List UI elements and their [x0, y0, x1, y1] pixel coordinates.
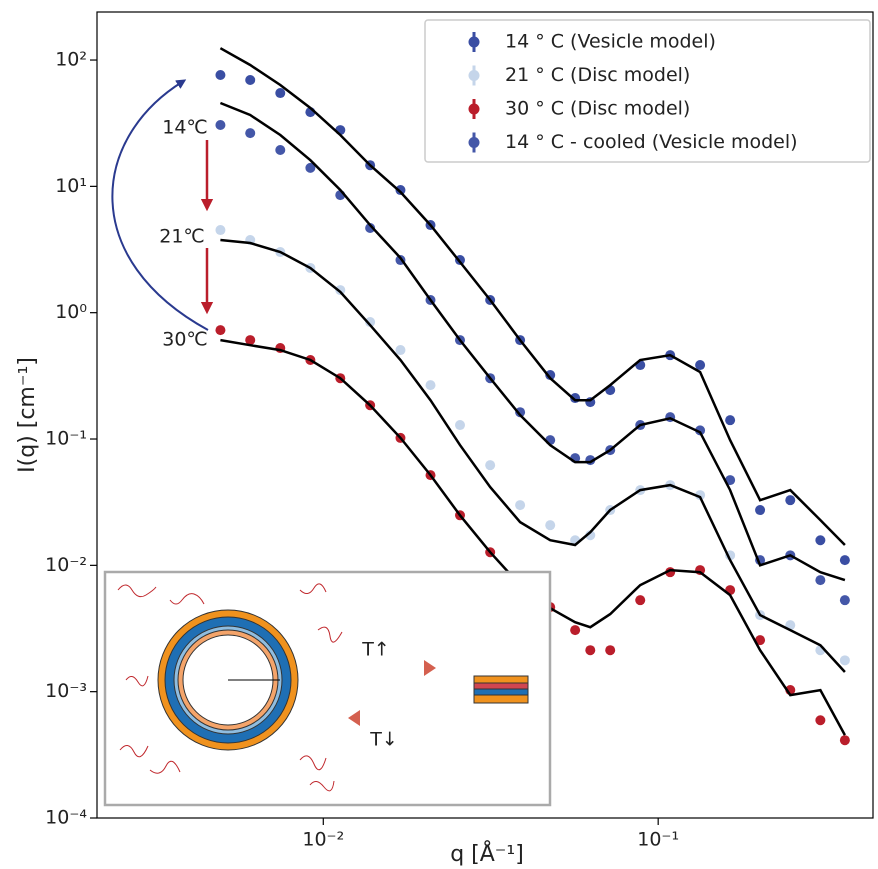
data-point: [515, 407, 526, 418]
data-point: [275, 88, 286, 99]
data-point: [215, 119, 226, 130]
axes-frame: [96, 11, 874, 819]
y-tick-label: 10¹: [55, 175, 87, 197]
legend-marker: [468, 137, 480, 148]
data-point: [305, 162, 316, 173]
data-point: [395, 345, 406, 356]
data-point: [335, 285, 346, 296]
data-point: [695, 360, 706, 371]
y-tick-label: 10⁻²: [45, 554, 87, 576]
data-point: [395, 185, 406, 196]
inset: [103, 570, 552, 807]
data-point: [215, 325, 226, 336]
legend-marker: [468, 70, 480, 81]
data-point: [755, 635, 766, 646]
data-point: [275, 145, 286, 156]
data-point: [455, 420, 466, 431]
fit-line: [220, 238, 846, 673]
y-axis-label: I(q) [cm⁻¹]: [15, 357, 40, 473]
legend-marker: [468, 36, 480, 48]
legend-label: 21 ° C (Disc model): [505, 64, 690, 86]
legend-label: 14 ° C - cooled (Vesicle model): [505, 131, 798, 153]
data-point: [785, 495, 796, 506]
data-point: [545, 370, 556, 381]
data-point: [365, 317, 376, 328]
data-point: [570, 625, 581, 636]
x-tick-label: 10⁻²: [302, 829, 344, 851]
legend-label: 14 ° C (Vesicle model): [505, 31, 716, 53]
data-point: [245, 335, 256, 346]
data-point: [425, 380, 436, 391]
data-point: [585, 645, 596, 656]
data-point: [215, 70, 226, 81]
arrow: [111, 79, 209, 331]
data-point: [755, 505, 766, 516]
data-point: [839, 735, 850, 746]
y-tick-label: 10⁻⁴: [45, 807, 87, 829]
data-point: [839, 655, 850, 666]
annotation: 21℃: [159, 226, 205, 248]
y-tick-label: 10⁰: [55, 301, 87, 323]
data-point: [605, 645, 616, 656]
data-point: [545, 520, 556, 531]
data-point: [695, 490, 706, 501]
data-point: [215, 225, 226, 236]
annotation: 30℃: [162, 329, 208, 351]
data-point: [815, 715, 826, 726]
x-tick-label: 10⁻¹: [637, 829, 679, 851]
data-point: [725, 475, 736, 486]
legend: [424, 19, 871, 163]
inset-label: T↓: [369, 729, 398, 751]
data-point: [815, 535, 826, 546]
x-axis-label: q [Å⁻¹]: [450, 840, 524, 867]
data-point: [635, 595, 646, 606]
data-point: [365, 223, 376, 234]
fit-line: [219, 101, 846, 582]
data-point: [245, 74, 256, 85]
legend-marker: [468, 103, 480, 115]
y-tick-label: 10⁻³: [45, 680, 87, 702]
data-point: [485, 460, 496, 471]
y-tick-label: 10⁻¹: [45, 428, 87, 450]
legend-label: 30 ° C (Disc model): [505, 98, 690, 120]
data-point: [695, 425, 706, 436]
data-point: [839, 595, 850, 606]
annotation: 14℃: [162, 117, 208, 139]
y-tick-label: 10²: [55, 49, 87, 71]
fit-line: [219, 47, 846, 546]
data-point: [839, 555, 850, 566]
data-point: [245, 128, 256, 139]
data-point: [725, 415, 736, 426]
data-point: [515, 500, 526, 511]
data-point: [815, 575, 826, 586]
plot-area: [215, 47, 850, 746]
inset-label: T↑: [361, 639, 390, 661]
